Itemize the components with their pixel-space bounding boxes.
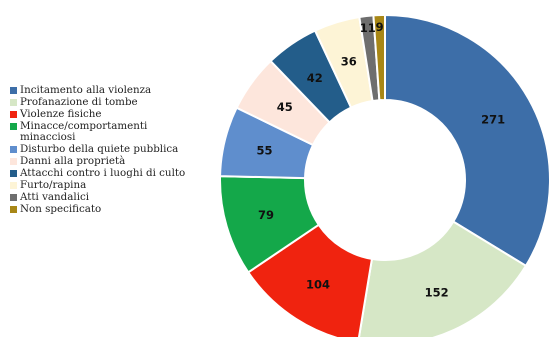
donut-slice (384, 13, 550, 268)
legend-label: Non specificato (20, 202, 102, 215)
data-label: 42 (307, 71, 323, 85)
donut-slice (372, 13, 386, 102)
legend-label: Furto/rapina (20, 178, 87, 191)
data-label: 55 (256, 144, 272, 158)
legend-swatch (10, 205, 17, 213)
donut-slices (219, 13, 550, 337)
legend-swatch (10, 110, 17, 118)
donut-slice (357, 220, 528, 337)
legend-swatch (10, 122, 17, 130)
data-label: 36 (341, 54, 357, 68)
data-label: 271 (481, 112, 505, 126)
legend-item-violenze-fisiche: Violenze fisiche (10, 107, 225, 120)
legend-item-atti-vandalici: Atti vandalici (10, 190, 225, 203)
legend-label: Atti vandalici (20, 190, 90, 203)
legend-item-attacchi: Attacchi contro i luoghi di culto (10, 166, 225, 179)
legend-swatch (10, 169, 17, 177)
legend-swatch (10, 181, 17, 189)
legend-swatch (10, 98, 17, 106)
data-label: 104 (306, 277, 330, 291)
legend-item-danni: Danni alla proprietà (10, 154, 225, 167)
legend-item-disturbo: Disturbo della quiete pubblica (10, 143, 225, 156)
chart-legend: Incitamento alla violenza Profanazione d… (10, 84, 225, 215)
legend-label: Disturbo della quiete pubblica (20, 143, 179, 156)
data-label: 45 (277, 100, 293, 114)
data-label: 152 (425, 286, 449, 300)
legend-label: Danni alla proprietà (20, 154, 126, 167)
legend-swatch (10, 157, 17, 165)
legend-swatch (10, 146, 17, 154)
legend-swatch (10, 87, 17, 94)
legend-label: Violenze fisiche (20, 107, 102, 120)
legend-item-furto: Furto/rapina (10, 178, 225, 191)
legend-label: Profanazione di tombe (20, 95, 138, 108)
data-label: 9 (376, 20, 384, 34)
data-label: 79 (258, 208, 274, 222)
legend-label: Incitamento alla violenza (20, 84, 152, 96)
data-label: 11 (360, 21, 376, 35)
legend-label: Attacchi contro i luoghi di culto (20, 166, 186, 179)
legend-item-minacce: Minacce/comportamenti minacciosi (10, 119, 225, 144)
legend-swatch (10, 193, 17, 201)
legend-item-incitamento: Incitamento alla violenza (10, 84, 225, 96)
donut-data-labels: 271 152 104 79 55 45 42 36 11 9 (256, 20, 505, 300)
legend-label: Minacce/comportamenti minacciosi (20, 119, 148, 144)
legend-item-profanazione: Profanazione di tombe (10, 95, 225, 108)
legend-item-non-specificato: Non specificato (10, 202, 225, 215)
